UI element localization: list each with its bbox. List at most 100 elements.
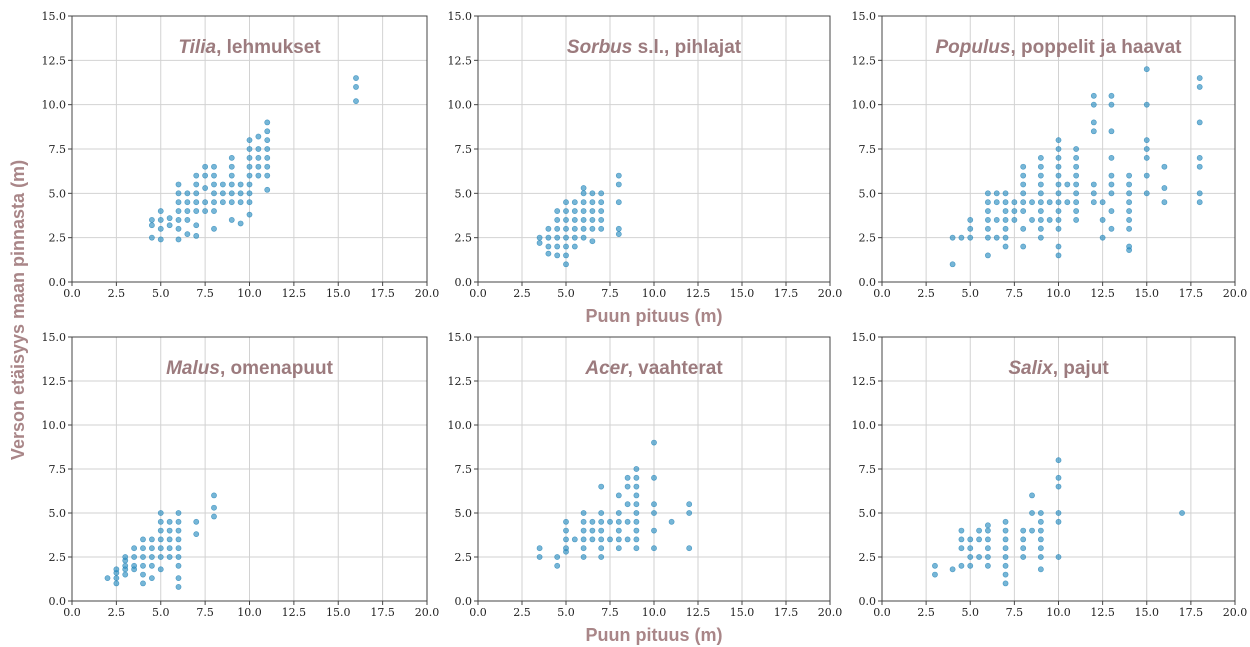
data-point xyxy=(633,474,640,481)
data-point xyxy=(237,220,244,227)
data-point xyxy=(1037,199,1044,206)
data-point xyxy=(255,172,262,179)
y-tick-label: 5.0 xyxy=(49,187,67,200)
data-point xyxy=(615,492,622,499)
data-point xyxy=(1037,225,1044,232)
data-point xyxy=(1055,172,1062,179)
data-point xyxy=(1002,217,1009,223)
data-point xyxy=(211,208,217,214)
data-point xyxy=(1179,510,1185,516)
data-point xyxy=(157,225,164,232)
data-point xyxy=(615,172,622,179)
data-point xyxy=(264,154,271,161)
data-point xyxy=(1055,510,1062,516)
y-tick-label: 10.0 xyxy=(448,419,473,432)
data-point xyxy=(1090,101,1097,108)
x-tick-label: 7.5 xyxy=(1006,287,1024,300)
x-tick-label: 5.0 xyxy=(152,287,170,300)
data-point xyxy=(1011,208,1018,214)
y-tick-label: 10.0 xyxy=(42,419,67,432)
data-point xyxy=(193,531,200,538)
y-tick-label: 5.0 xyxy=(455,507,473,520)
data-point xyxy=(668,518,675,525)
data-point xyxy=(1037,172,1044,179)
data-point xyxy=(967,217,974,223)
data-point xyxy=(1073,217,1080,223)
data-point xyxy=(1126,181,1132,188)
data-point xyxy=(580,199,587,206)
x-tick-label: 12.5 xyxy=(686,606,711,619)
x-tick-label: 12.5 xyxy=(686,287,711,300)
data-point xyxy=(624,536,631,543)
data-point xyxy=(1090,190,1097,197)
data-point xyxy=(563,518,569,525)
data-point xyxy=(598,527,605,534)
data-point xyxy=(633,527,640,534)
data-point xyxy=(184,217,191,223)
data-point xyxy=(571,199,578,206)
data-point xyxy=(1161,163,1168,170)
data-point xyxy=(113,575,120,582)
data-point xyxy=(246,181,253,188)
data-point xyxy=(1037,208,1044,214)
scatter-panel-salix: 0.0 2.5 5.0 7.5 10.0 12.5 15.0 17.5 20.0 0.0 2.5 5.… xyxy=(852,331,1248,619)
data-point xyxy=(157,566,164,573)
data-point xyxy=(598,510,605,516)
data-point xyxy=(140,562,146,569)
data-point xyxy=(157,236,164,243)
panel-title-rest: , poppelit ja haavat xyxy=(1010,37,1182,58)
y-tick-label: 12.5 xyxy=(448,54,473,67)
data-point xyxy=(1020,199,1027,206)
data-point xyxy=(219,199,226,206)
data-point xyxy=(1108,181,1115,188)
data-point xyxy=(571,217,578,223)
data-point xyxy=(563,527,569,534)
data-point xyxy=(633,510,640,516)
data-point xyxy=(536,240,543,246)
panel-title-rest: , pajut xyxy=(1053,358,1110,379)
data-point xyxy=(175,225,182,232)
data-point xyxy=(1037,217,1044,223)
data-point xyxy=(264,186,271,193)
data-point xyxy=(1002,190,1009,197)
data-point xyxy=(615,225,622,232)
data-point xyxy=(1090,199,1097,206)
data-point xyxy=(140,536,146,543)
data-point xyxy=(1002,234,1009,241)
y-tick-label: 2.5 xyxy=(859,551,877,564)
data-point xyxy=(264,128,271,135)
data-point xyxy=(1108,128,1115,135)
data-point xyxy=(607,536,613,543)
data-point xyxy=(563,208,569,214)
data-point xyxy=(148,234,155,241)
data-point xyxy=(633,466,640,472)
y-tick-label: 10.0 xyxy=(852,99,877,112)
y-tick-label: 12.5 xyxy=(448,375,473,388)
data-point xyxy=(985,522,991,529)
data-point xyxy=(1099,199,1106,206)
data-point xyxy=(545,225,552,232)
data-point xyxy=(554,252,561,259)
data-point xyxy=(985,199,991,206)
data-point xyxy=(175,190,182,197)
data-point xyxy=(571,225,578,232)
data-point xyxy=(246,137,253,144)
data-point xyxy=(967,562,974,569)
data-point xyxy=(598,199,605,206)
panel-title-rest: s.l., pihlajat xyxy=(632,37,741,58)
data-point xyxy=(1161,199,1168,206)
data-point xyxy=(193,208,200,214)
x-tick-label: 15.0 xyxy=(730,606,755,619)
data-point xyxy=(1037,181,1044,188)
data-point xyxy=(255,163,262,170)
y-tick-label: 5.0 xyxy=(859,507,877,520)
data-point xyxy=(1055,518,1062,525)
data-point xyxy=(958,234,965,241)
x-tick-label: 20.0 xyxy=(818,287,843,300)
x-tick-label: 12.5 xyxy=(1090,606,1115,619)
data-point xyxy=(131,545,138,552)
data-point xyxy=(1020,225,1027,232)
data-point xyxy=(1064,199,1071,206)
x-tick-label: 15.0 xyxy=(326,287,351,300)
y-tick-label: 15.0 xyxy=(852,331,877,344)
